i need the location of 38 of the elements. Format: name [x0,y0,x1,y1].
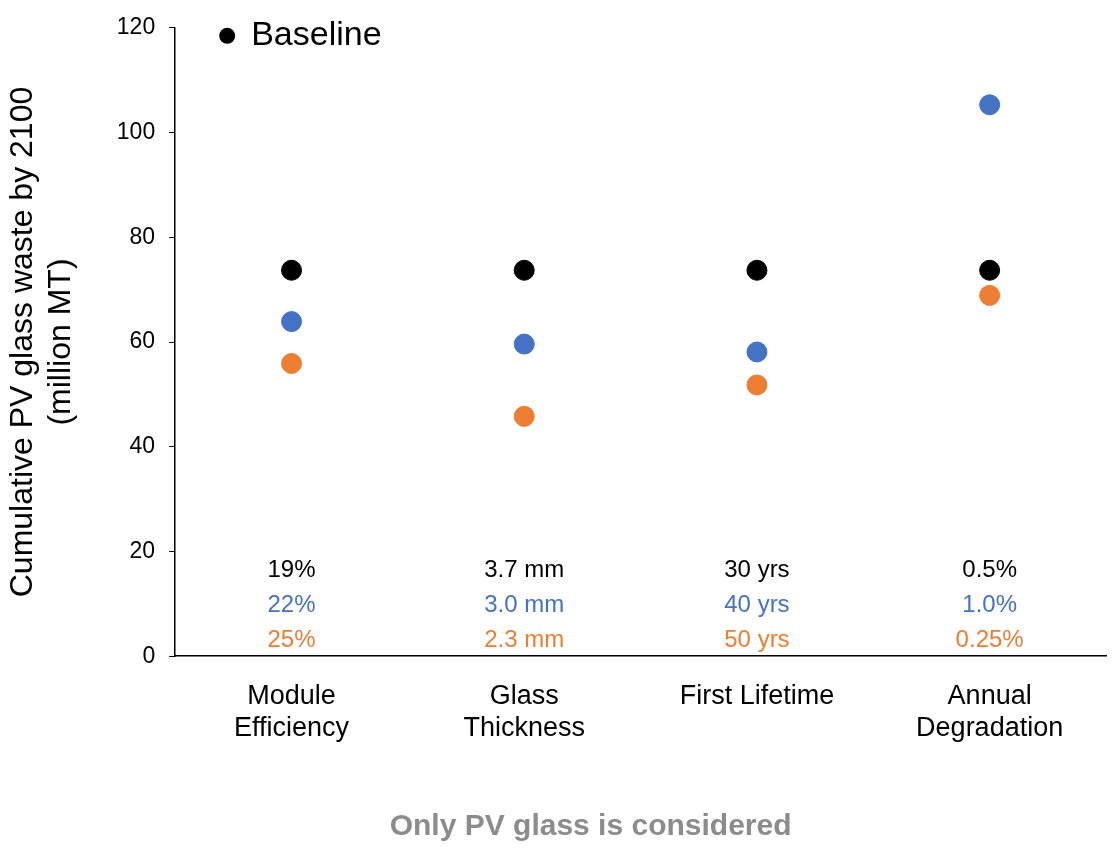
annotation: 0.5% [962,554,1017,582]
point [979,94,1001,116]
legend-label: Baseline [251,14,382,53]
annotation: 19% [267,554,316,582]
x-tick-label: Module Efficiency [234,679,350,743]
x-tick-label: Annual Degradation [916,679,1064,743]
point [513,405,535,427]
point [746,259,768,281]
x-tick-label: Glass Thickness [463,679,586,743]
annotation: 2.3 mm [484,624,565,652]
y-tick-label: 60 [129,327,156,354]
point [746,341,768,363]
annotation: 50 yrs [724,624,790,652]
point [513,333,535,355]
y-axis-title: Cumulative PV glass waste by 2100 (million MT) [3,86,78,598]
point [513,259,535,281]
x-tick-label: First Lifetime [679,679,835,710]
point [979,284,1001,306]
point [746,374,768,396]
y-tick-label: 120 [116,13,156,40]
annotation: 22% [267,589,316,617]
annotation: 1.0% [962,589,1017,617]
point [979,259,1001,281]
annotation: 3.0 mm [484,589,565,617]
point [281,259,303,281]
annotation: 40 yrs [724,589,790,617]
y-tick-label: 80 [129,222,156,249]
point [281,352,303,374]
point [281,311,303,333]
annotation: 0.25% [955,624,1024,652]
text: Only PV glass is considered [389,808,792,842]
annotation: 25% [267,624,316,652]
annotation: 3.7 mm [484,554,565,582]
annotation: 30 yrs [724,554,790,582]
y-tick-label: 0 [142,641,156,668]
y-tick-label: 40 [129,432,156,459]
y-tick-label: 20 [129,536,156,563]
y-tick-label: 100 [116,117,156,144]
